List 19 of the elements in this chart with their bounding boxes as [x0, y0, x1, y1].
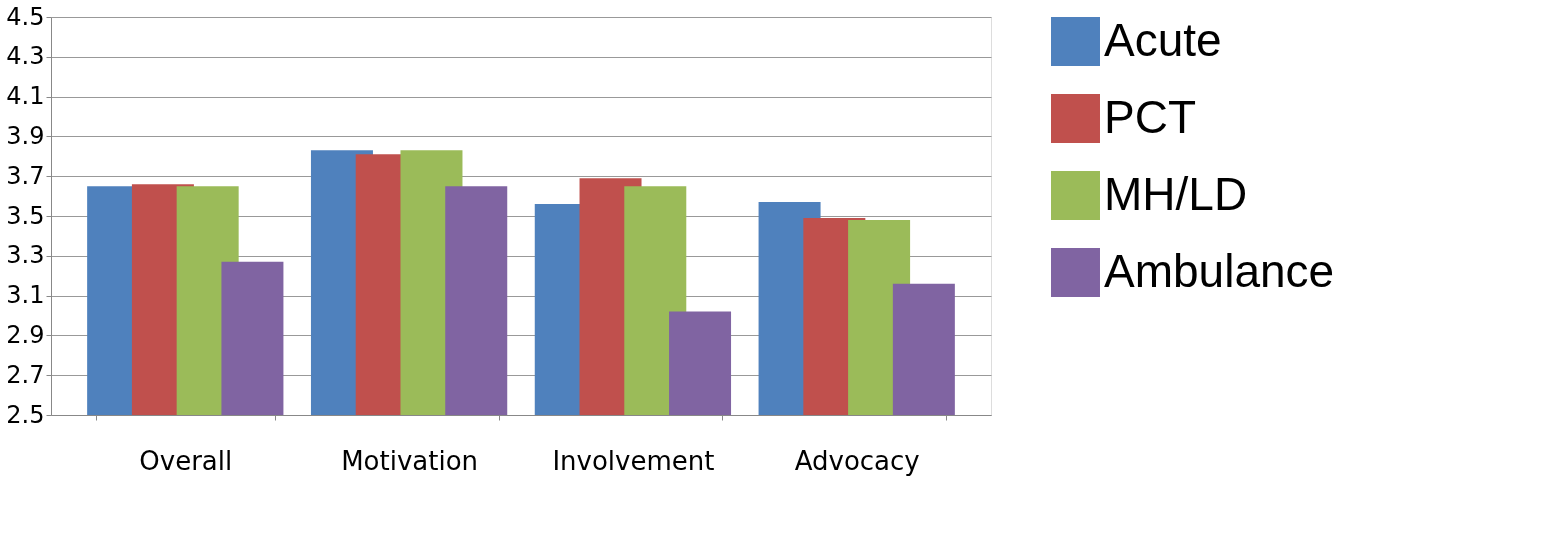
x-tick-label: Overall — [139, 445, 233, 476]
x-tick-label: Motivation — [341, 445, 479, 476]
y-tick-label: 3.7 — [6, 161, 45, 190]
legend-label: MH/LD — [1104, 167, 1248, 220]
y-tick-label: 4.1 — [6, 82, 45, 111]
y-tick-label: 2.9 — [6, 320, 45, 349]
x-tick-label: Advocacy — [794, 445, 920, 476]
y-tick-label: 2.7 — [6, 360, 45, 389]
y-tick-label: 3.3 — [6, 241, 45, 270]
y-tick-label: 2.5 — [6, 400, 45, 429]
y-tick-label: 4.3 — [6, 42, 45, 71]
legend-label: PCT — [1104, 90, 1196, 143]
legend-label: Acute — [1104, 13, 1222, 66]
y-tick-label: 4.5 — [6, 2, 45, 31]
y-tick-label: 3.9 — [6, 121, 45, 150]
legend-label: Ambulance — [1104, 244, 1335, 297]
y-tick-label: 3.5 — [6, 201, 45, 230]
x-tick-label: Involvement — [552, 445, 715, 476]
y-tick-label: 3.1 — [6, 281, 45, 310]
